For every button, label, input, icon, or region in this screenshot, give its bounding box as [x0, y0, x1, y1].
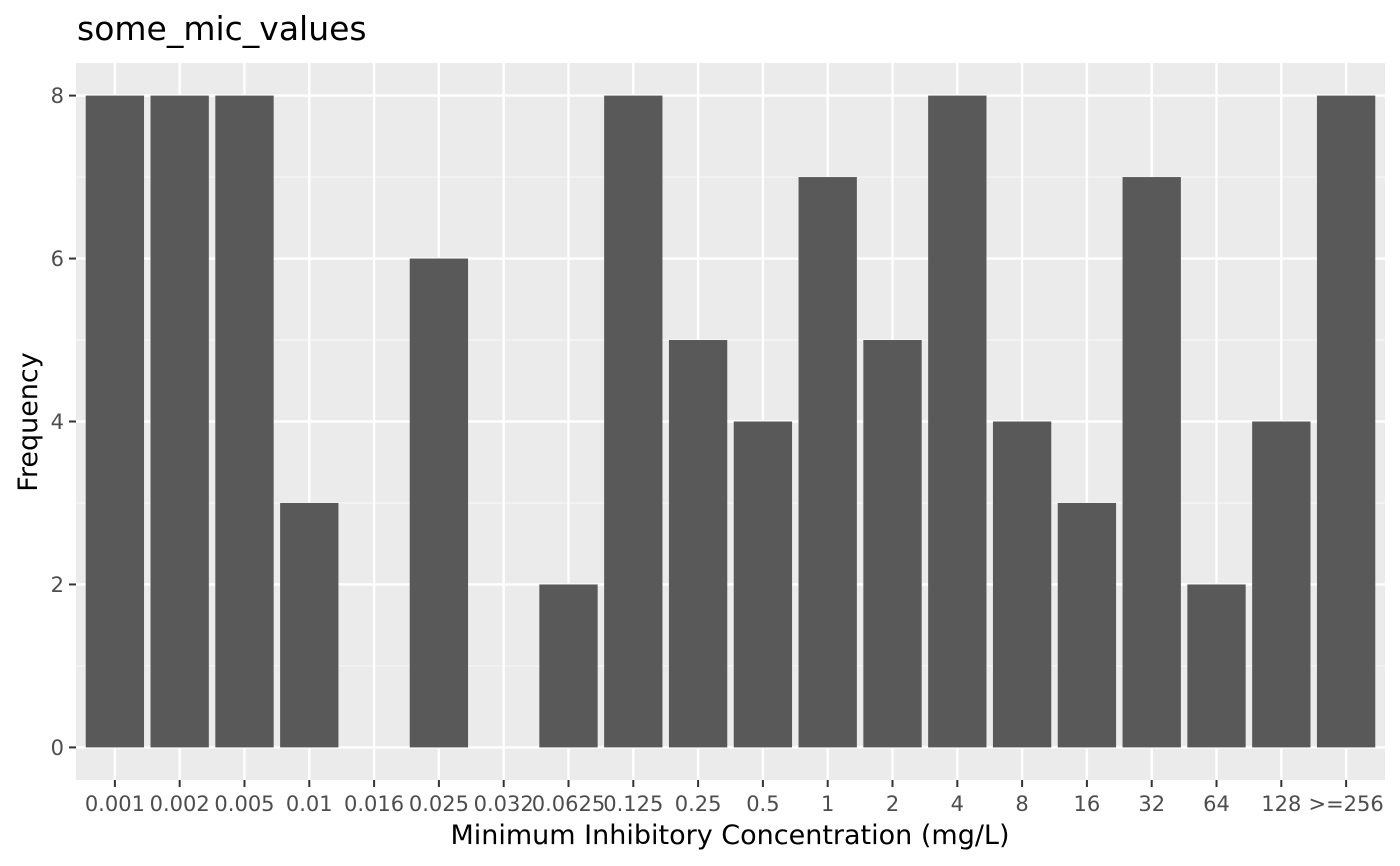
x-tick-label: 16 [1074, 792, 1101, 816]
x-tick-label: 2 [886, 792, 899, 816]
x-tick-label: 0.025 [409, 792, 469, 816]
x-tick-label: 1 [821, 792, 834, 816]
bar-0.5 [733, 421, 793, 748]
x-axis-title: Minimum Inhibitory Concentration (mg/L) [450, 820, 1009, 851]
y-tick-label: 6 [51, 247, 64, 271]
x-tick-label: 0.032 [474, 792, 534, 816]
x-tick-label: 0.25 [675, 792, 722, 816]
x-tick-label: 0.5 [746, 792, 779, 816]
x-tick-label: 0.125 [603, 792, 663, 816]
x-tick-label: 128 [1261, 792, 1301, 816]
bar-0.002 [150, 95, 209, 748]
y-tick-label: 8 [51, 84, 64, 108]
y-tick-label: 2 [51, 573, 64, 597]
x-tick-label: >=256 [1308, 792, 1383, 816]
x-tick-label: 32 [1138, 792, 1165, 816]
bar-8 [992, 421, 1052, 748]
bar-2 [863, 340, 922, 748]
bar-1 [798, 177, 857, 748]
x-tick-label: 64 [1203, 792, 1230, 816]
bar->=256 [1316, 95, 1376, 748]
bar-0.125 [604, 95, 663, 748]
bar-32 [1122, 177, 1181, 748]
bar-0.0625 [539, 584, 598, 748]
bar-0.25 [668, 340, 728, 748]
x-tick-label: 0.0625 [532, 792, 605, 816]
x-tick-label: 4 [951, 792, 964, 816]
bar-0.001 [85, 95, 145, 748]
x-tick-label: 0.001 [85, 792, 145, 816]
x-tick-label: 0.005 [214, 792, 274, 816]
x-tick-label: 8 [1015, 792, 1028, 816]
bar-0.025 [409, 258, 469, 748]
x-axis: 0.001 0.002 0.005 0.01 0.016 0.025 0.0320.0625… [85, 780, 1384, 816]
x-tick-label: 0.016 [344, 792, 404, 816]
bar-128 [1252, 421, 1311, 748]
bars [85, 95, 1376, 748]
y-axis-title: Frequency [13, 352, 44, 492]
bar-16 [1057, 502, 1117, 748]
y-axis: 0 2 4 6 8 [51, 84, 76, 760]
bar-0.005 [215, 95, 274, 748]
x-tick-label: 0.002 [150, 792, 210, 816]
y-tick-label: 0 [51, 736, 64, 760]
x-tick-label: 0.01 [286, 792, 333, 816]
bar-4 [928, 95, 987, 748]
y-tick-label: 4 [51, 410, 64, 434]
bar-64 [1187, 584, 1246, 748]
chart-title: some_mic_values [77, 9, 367, 48]
bar-0.01 [280, 502, 339, 748]
